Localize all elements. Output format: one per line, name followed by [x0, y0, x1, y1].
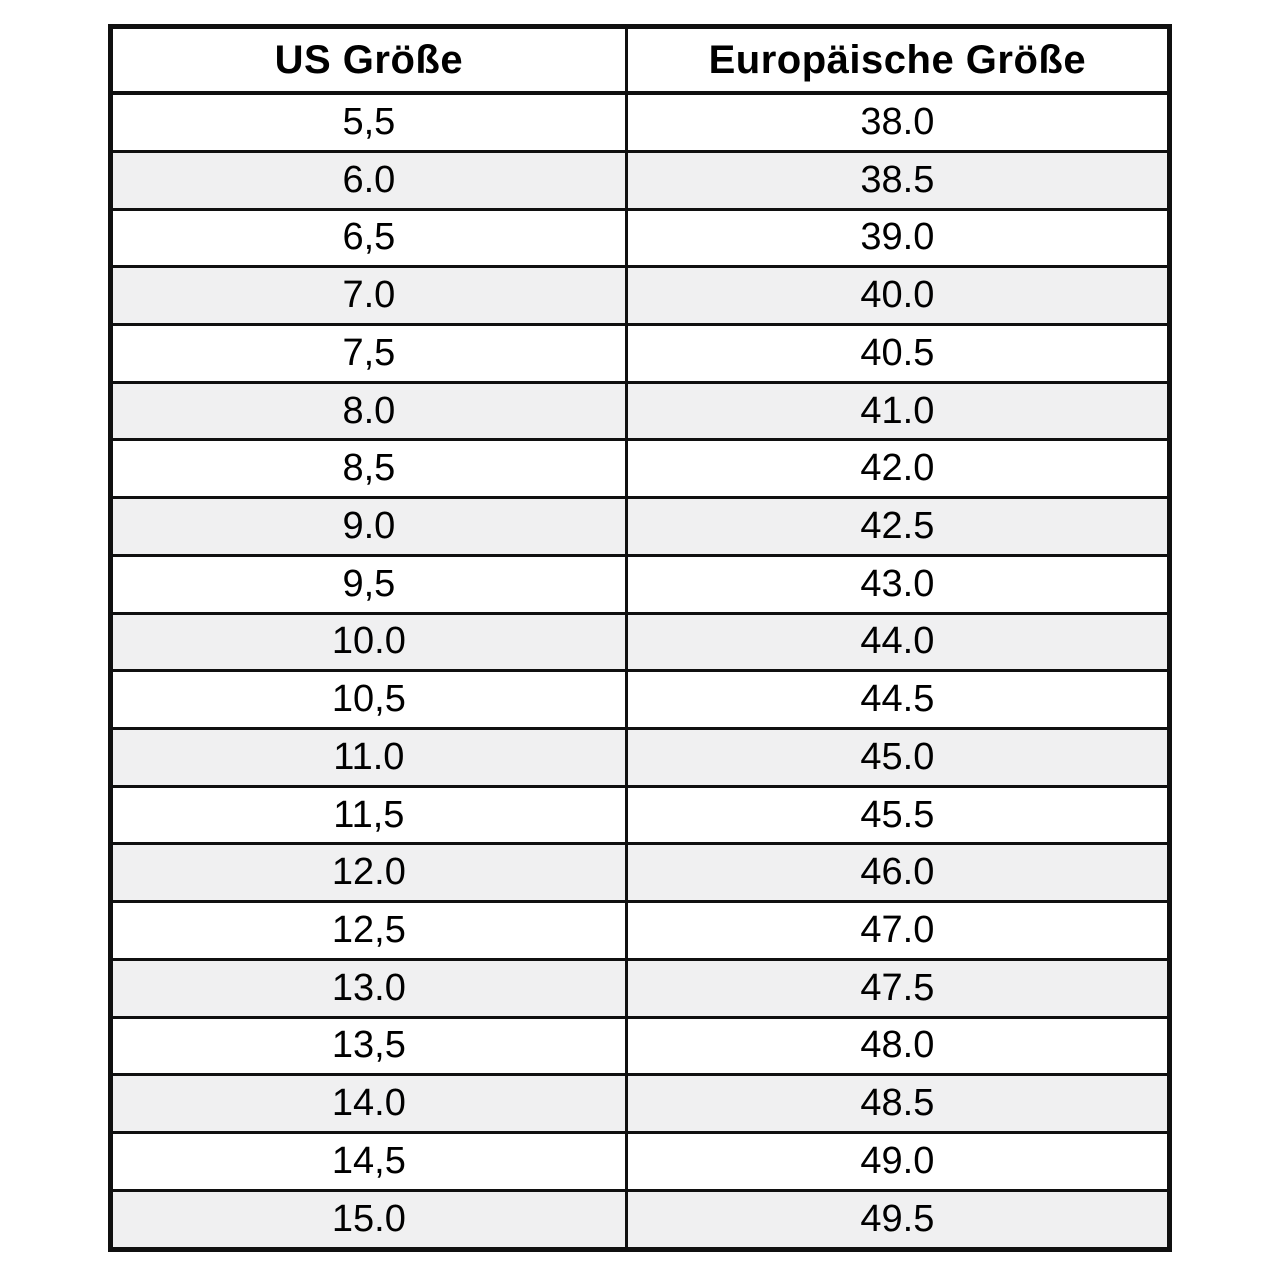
- table-cell: 6.0: [109, 149, 628, 211]
- table-cell: 44.5: [624, 669, 1172, 731]
- table-row: 7,5 40.5: [109, 323, 1172, 384]
- table-row: 15.0 49.5: [109, 1188, 1172, 1252]
- table-cell: 15.0: [109, 1188, 628, 1252]
- table-cell: 42.0: [624, 438, 1172, 500]
- table-row: 6,5 39.0: [109, 207, 1172, 269]
- column-header-eu-size: Europäische Größe: [624, 25, 1172, 95]
- table-cell: 48.0: [624, 1015, 1172, 1077]
- table-row: 6.0 38.5: [109, 149, 1172, 211]
- table-row: 5,5 38.0: [109, 91, 1172, 153]
- table-cell: 41.0: [624, 380, 1172, 442]
- table-cell: 45.0: [624, 727, 1172, 788]
- table-cell: 5,5: [109, 91, 628, 153]
- table-cell: 8.0: [109, 380, 628, 442]
- table-row: 12.0 46.0: [109, 842, 1172, 904]
- table-row: 12,5 47.0: [109, 900, 1172, 961]
- table-body: 5,5 38.0 6.0 38.5 6,5 39.0 7.0 40.0 7,5 40.5 8.0 41…: [109, 91, 1172, 1252]
- table-cell: 9,5: [109, 553, 628, 615]
- table-row: 11,5 45.5: [109, 784, 1172, 846]
- table-cell: 14.0: [109, 1073, 628, 1135]
- table-cell: 14,5: [109, 1131, 628, 1192]
- column-header-us-size: US Größe: [109, 25, 628, 95]
- table-row: 13,5 48.0: [109, 1015, 1172, 1077]
- table-row: 10.0 44.0: [109, 611, 1172, 673]
- table-row: 13.0 47.5: [109, 957, 1172, 1019]
- table-row: 14.0 48.5: [109, 1073, 1172, 1135]
- size-conversion-table: US Größe Europäische Größe 5,5 38.0 6.0 38.…: [108, 24, 1172, 1252]
- table-row: 11.0 45.0: [109, 727, 1172, 788]
- table-cell: 39.0: [624, 207, 1172, 269]
- table-row: 14,5 49.0: [109, 1131, 1172, 1192]
- table-cell: 47.5: [624, 957, 1172, 1019]
- table-cell: 12.0: [109, 842, 628, 904]
- table-cell: 43.0: [624, 553, 1172, 615]
- table-cell: 13,5: [109, 1015, 628, 1077]
- table-cell: 6,5: [109, 207, 628, 269]
- table-cell: 11.0: [109, 727, 628, 788]
- table-cell: 45.5: [624, 784, 1172, 846]
- table-cell: 8,5: [109, 438, 628, 500]
- table-cell: 38.0: [624, 91, 1172, 153]
- table-row: 7.0 40.0: [109, 265, 1172, 326]
- table-cell: 7.0: [109, 265, 628, 326]
- table-cell: 10.0: [109, 611, 628, 673]
- table-row: 8,5 42.0: [109, 438, 1172, 500]
- table-cell: 13.0: [109, 957, 628, 1019]
- table-cell: 10,5: [109, 669, 628, 731]
- table-cell: 7,5: [109, 323, 628, 384]
- table-header: US Größe Europäische Größe: [109, 25, 1172, 95]
- table-cell: 49.5: [624, 1188, 1172, 1252]
- table-cell: 12,5: [109, 900, 628, 961]
- table-cell: 46.0: [624, 842, 1172, 904]
- table-row: 9.0 42.5: [109, 496, 1172, 557]
- table-cell: 44.0: [624, 611, 1172, 673]
- table-cell: 40.0: [624, 265, 1172, 326]
- table-cell: 49.0: [624, 1131, 1172, 1192]
- table-cell: 47.0: [624, 900, 1172, 961]
- table-row: 10,5 44.5: [109, 669, 1172, 731]
- table-cell: 11,5: [109, 784, 628, 846]
- table-row: 8.0 41.0: [109, 380, 1172, 442]
- table-cell: 42.5: [624, 496, 1172, 557]
- header-row: US Größe Europäische Größe: [109, 25, 1172, 95]
- table-row: 9,5 43.0: [109, 553, 1172, 615]
- table-cell: 40.5: [624, 323, 1172, 384]
- table-cell: 48.5: [624, 1073, 1172, 1135]
- table-cell: 9.0: [109, 496, 628, 557]
- table-cell: 38.5: [624, 149, 1172, 211]
